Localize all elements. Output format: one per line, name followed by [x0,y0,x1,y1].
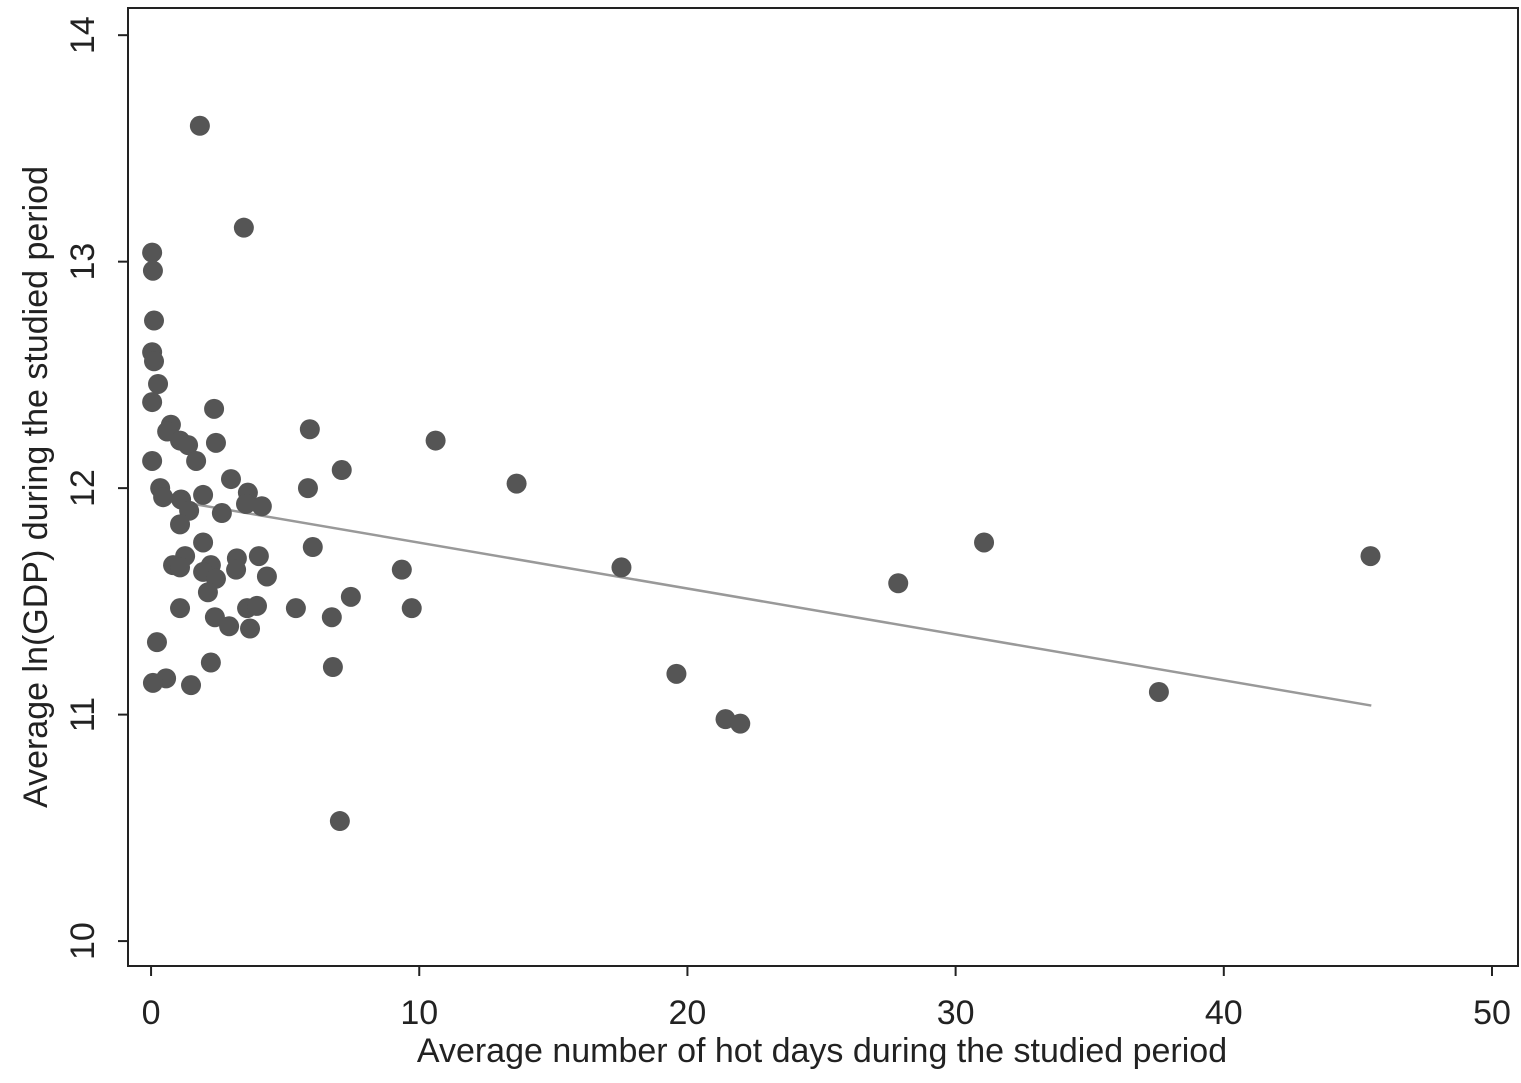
scatter-point [340,586,361,607]
scatter-point [220,469,241,490]
scatter-point [666,663,687,684]
scatter-point [246,595,267,616]
scatter-point [205,432,226,453]
scatter-point [248,546,269,567]
x-axis-label: Average number of hot days during the st… [417,1032,1227,1070]
scatter-point [200,652,221,673]
scatter-point [236,493,257,514]
scatter-point [142,392,163,413]
scatter-point [888,573,909,594]
scatter-point [144,351,165,372]
scatter-point [226,559,247,580]
scatter-point [240,618,261,639]
x-tick-label: 30 [937,994,975,1032]
scatter-point [153,487,174,508]
scatter-point [730,713,751,734]
scatter-point [233,217,254,238]
scatter-point [302,537,323,558]
x-tick-label: 50 [1473,994,1511,1032]
x-tick-label: 0 [142,994,161,1032]
scatter-point [142,672,163,693]
scatter-point [974,532,995,553]
scatter-point [1360,546,1381,567]
x-tick-label: 20 [669,994,707,1032]
scatter-point [251,496,272,517]
scatter-point [1148,681,1169,702]
scatter-point [611,557,632,578]
scatter-point [148,373,169,394]
y-axis-label: Average ln(GDP) during the studied perio… [17,166,55,808]
scatter-point [299,419,320,440]
y-tick-label: 10 [64,922,102,960]
scatter-point [506,473,527,494]
scatter-point [219,616,240,637]
fit-line [153,495,1372,707]
scatter-point [391,559,412,580]
scatter-point [193,532,214,553]
scatter-point [170,557,191,578]
scatter-point [170,514,191,535]
y-tick-label: 11 [64,697,102,732]
x-tick-label: 40 [1205,994,1243,1032]
scatter-point [146,632,167,653]
scatter-point [204,398,225,419]
scatter-point [142,450,163,471]
scatter-point [256,566,277,587]
scatter-point [197,582,218,603]
y-tick-label: 12 [64,469,102,507]
scatter-point [204,607,225,628]
scatter-point [186,450,207,471]
scatter-point [331,460,352,481]
scatter-point [170,598,191,619]
y-tick-label: 13 [64,243,102,281]
scatter-point [142,260,163,281]
scatter-point [181,675,202,696]
scatter-point [189,115,210,136]
scatter-point [321,607,342,628]
scatter-point [142,242,163,263]
scatter-point [322,657,343,678]
scatter-point [425,430,446,451]
x-tick-label: 10 [400,994,438,1032]
scatter-point [178,435,199,456]
y-tick-label: 14 [64,16,102,54]
scatter-point [144,310,165,331]
scatter-point [401,598,422,619]
plot-frame [127,7,1519,967]
scatter-point [329,811,350,832]
scatter-point [297,478,318,499]
scatter-point [285,598,306,619]
scatter-point [211,503,232,524]
scatter-point [193,484,214,505]
